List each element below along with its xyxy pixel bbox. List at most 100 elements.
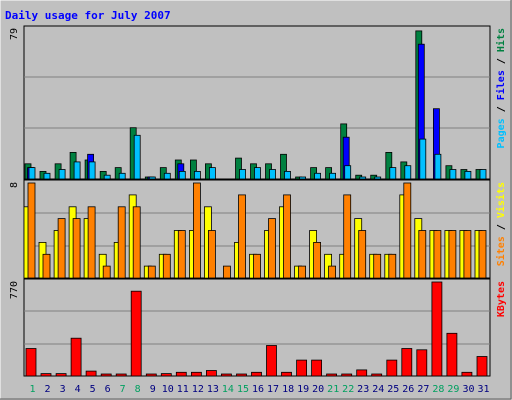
x-tick-label-27: 27 — [417, 384, 429, 395]
bar-pages-day-28 — [434, 153, 442, 180]
x-tick-label-21: 21 — [327, 384, 339, 395]
legend-item-top-0: Pages — [496, 118, 507, 148]
bar-pages-day-2 — [43, 172, 51, 180]
bar-hits-day-25 — [385, 151, 393, 180]
bar-sites-day-13 — [207, 230, 216, 279]
panel-middle: 8 Sites / Visits — [9, 179, 507, 279]
x-tick-label-23: 23 — [357, 384, 369, 395]
bar-sites-day-2 — [42, 253, 51, 279]
bar-sites-day-22 — [343, 194, 352, 279]
bar-sites-day-6 — [102, 265, 111, 279]
bar-kbytes-day-12 — [190, 371, 202, 377]
bar-kbytes-day-19 — [296, 359, 308, 377]
x-tick-label-7: 7 — [120, 384, 126, 395]
bar-kbytes-day-7 — [115, 373, 127, 377]
bar-kbytes-day-21 — [326, 373, 338, 377]
bar-pages-day-11 — [178, 170, 186, 180]
bar-sites-day-17 — [268, 218, 276, 279]
bar-sites-day-29 — [448, 230, 457, 279]
bar-sites-day-8 — [132, 206, 141, 279]
bar-hits-day-15 — [235, 157, 242, 180]
bar-kbytes-day-22 — [341, 373, 353, 377]
x-tick-label-6: 6 — [105, 384, 111, 395]
x-tick-label-9: 9 — [150, 384, 156, 395]
bar-pages-day-23 — [359, 176, 367, 180]
bar-kbytes-day-5 — [85, 370, 97, 377]
bar-kbytes-day-11 — [175, 371, 187, 377]
x-tick-label-29: 29 — [447, 384, 459, 395]
series-sites — [27, 182, 487, 279]
bar-kbytes-day-8 — [130, 290, 142, 377]
bar-pages-day-18 — [284, 170, 291, 180]
bar-pages-day-21 — [329, 172, 337, 180]
y-max-label-bottom: 770 — [9, 281, 20, 299]
bar-sites-day-25 — [388, 253, 397, 279]
bar-pages-day-7 — [118, 172, 126, 180]
bar-sites-day-11 — [177, 230, 186, 279]
bar-kbytes-day-1 — [25, 348, 37, 377]
x-tick-label-11: 11 — [177, 384, 189, 395]
x-tick-label-26: 26 — [402, 384, 414, 395]
bar-pages-day-16 — [254, 167, 261, 180]
bar-sites-day-10 — [162, 253, 171, 279]
bar-pages-day-27 — [419, 138, 427, 180]
bar-sites-day-26 — [403, 182, 412, 279]
bar-kbytes-day-20 — [311, 359, 323, 377]
legend-bottom: KBytes — [496, 281, 507, 317]
bar-sites-day-31 — [478, 230, 487, 279]
x-axis-tick-labels: 1 2 3 4 5 6 7 8 9 10 11 12 13 14 15 16 17 18 19 20 21 22 23 24 2… — [29, 384, 489, 395]
x-tick-label-2: 2 — [44, 384, 50, 395]
x-tick-label-17: 17 — [267, 384, 279, 395]
bar-pages-day-9 — [148, 176, 156, 180]
bar-kbytes-day-13 — [205, 370, 217, 377]
bar-hits-day-12 — [189, 159, 197, 180]
x-tick-label-5: 5 — [90, 384, 96, 395]
x-tick-label-30: 30 — [462, 384, 474, 395]
bar-pages-day-8 — [133, 134, 141, 180]
bar-kbytes-day-25 — [386, 359, 398, 377]
chart-title: Daily usage for July 2007 — [5, 9, 171, 22]
series-pages — [28, 134, 487, 180]
bar-kbytes-day-9 — [145, 373, 157, 377]
x-tick-label-14: 14 — [222, 384, 234, 395]
bar-pages-day-1 — [28, 167, 36, 180]
legend-item-top-3: / — [496, 52, 507, 70]
series-kbytes — [25, 281, 488, 377]
bar-sites-day-28 — [433, 230, 442, 279]
bar-sites-day-24 — [373, 253, 382, 279]
legend-item-top-4: Hits — [495, 28, 507, 52]
bar-pages-day-15 — [239, 169, 246, 180]
bar-kbytes-day-30 — [461, 371, 473, 377]
bar-pages-day-10 — [163, 172, 171, 180]
bar-sites-day-23 — [358, 230, 367, 279]
bar-kbytes-day-3 — [55, 373, 67, 377]
x-tick-label-4: 4 — [75, 384, 81, 395]
x-tick-label-20: 20 — [312, 384, 324, 395]
bar-sites-day-7 — [117, 206, 126, 279]
bar-pages-day-13 — [208, 167, 216, 180]
bar-sites-day-15 — [238, 194, 246, 279]
bar-sites-day-14 — [222, 265, 231, 279]
x-tick-label-18: 18 — [282, 384, 294, 395]
bar-kbytes-day-6 — [100, 373, 112, 377]
x-tick-label-28: 28 — [432, 384, 444, 395]
bar-pages-day-22 — [344, 165, 352, 180]
bar-pages-day-19 — [299, 176, 307, 180]
x-tick-label-12: 12 — [192, 384, 204, 395]
legend-item-middle-0: Sites — [495, 236, 507, 266]
bar-kbytes-day-10 — [160, 373, 172, 377]
bar-pages-day-24 — [374, 176, 382, 180]
bar-sites-day-4 — [72, 218, 81, 279]
x-tick-label-13: 13 — [207, 384, 219, 395]
bar-sites-day-19 — [298, 265, 307, 279]
legend-item-top-2: Files — [495, 70, 507, 100]
panel-bottom: 770 KBytes — [9, 278, 507, 377]
panel-top: 79 Pages / Files / Hits — [9, 25, 507, 180]
bar-sites-day-16 — [253, 253, 261, 279]
bar-kbytes-day-16 — [251, 371, 262, 377]
bar-sites-day-12 — [192, 182, 201, 279]
x-tick-label-31: 31 — [477, 384, 489, 395]
legend-item-bottom-0: KBytes — [496, 281, 507, 317]
bar-kbytes-day-28 — [431, 281, 443, 377]
legend-item-top-1: / — [496, 100, 507, 118]
